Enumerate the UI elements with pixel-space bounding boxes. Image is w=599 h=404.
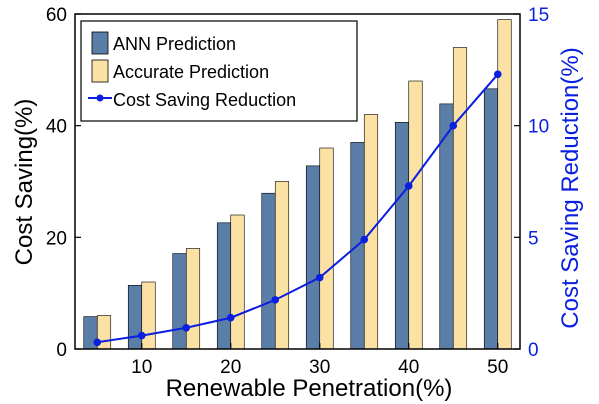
legend-label-ann: ANN Prediction xyxy=(113,34,236,54)
point-cost-saving-reduction-10 xyxy=(137,331,146,340)
x-tick-label-50: 50 xyxy=(487,357,508,378)
axes-layer: 0 20 40 60 0 5 10 15 10 20 30 40 50 xyxy=(46,5,549,378)
point-cost-saving-reduction-50 xyxy=(493,70,502,79)
bar-accurate-10 xyxy=(141,281,156,350)
line-layer xyxy=(93,70,502,347)
y2-axis-label: Cost Saving Reduction(%) xyxy=(557,47,584,328)
legend-label-accurate: Accurate Prediction xyxy=(113,62,269,82)
point-cost-saving-reduction-35 xyxy=(360,235,369,244)
legend-swatch-accurate xyxy=(91,59,109,83)
point-cost-saving-reduction-45 xyxy=(449,121,458,130)
bar-ann-15 xyxy=(172,253,187,350)
legend-swatch-ann xyxy=(91,31,109,55)
bars-layer xyxy=(83,19,512,350)
point-cost-saving-reduction-5 xyxy=(93,338,102,347)
bar-ann-20 xyxy=(216,222,232,350)
y-tick-label-0: 0 xyxy=(56,340,67,361)
bar-accurate-25 xyxy=(274,181,290,350)
legend-label-line: Cost Saving Reduction xyxy=(113,90,296,110)
x-tick-label-30: 30 xyxy=(309,357,330,378)
plot-frame xyxy=(74,13,521,350)
point-cost-saving-reduction-30 xyxy=(315,273,324,282)
point-cost-saving-reduction-25 xyxy=(271,296,280,304)
legend-swatch-marker xyxy=(96,94,104,102)
bar-accurate-15 xyxy=(185,248,201,350)
bar-ann-30 xyxy=(305,165,321,350)
bar-accurate-20 xyxy=(230,214,245,350)
y-axis-label: Cost Saving(%) xyxy=(11,99,38,266)
line-cost-saving-reduction xyxy=(97,73,499,344)
bar-accurate-30 xyxy=(319,147,334,350)
point-cost-saving-reduction-20 xyxy=(226,313,235,322)
bar-ann-50 xyxy=(483,88,499,350)
point-cost-saving-reduction-40 xyxy=(404,182,413,190)
bar-accurate-45 xyxy=(452,47,468,350)
y2-tick-label-10: 10 xyxy=(528,117,549,138)
legend: ANN Prediction Accurate Prediction Cost … xyxy=(80,20,358,122)
y2-tick-label-5: 5 xyxy=(528,228,539,249)
bar-ann-25 xyxy=(261,192,276,350)
x-tick-label-10: 10 xyxy=(131,357,152,378)
y-tick-label-20: 20 xyxy=(46,228,67,249)
bar-accurate-50 xyxy=(497,19,512,350)
bar-accurate-40 xyxy=(408,80,423,350)
x-tick-label-40: 40 xyxy=(398,357,419,378)
y2-tick-label-0: 0 xyxy=(528,340,539,361)
y2-tick-label-15: 15 xyxy=(528,5,549,26)
y-tick-label-40: 40 xyxy=(46,117,67,138)
legend-box xyxy=(80,20,358,122)
x-tick-label-20: 20 xyxy=(220,357,241,378)
y-tick-label-60: 60 xyxy=(46,5,67,26)
x-axis-label: Renewable Penetration(%) xyxy=(166,375,453,402)
bar-ann-10 xyxy=(127,285,143,350)
bar-ann-40 xyxy=(394,122,410,350)
point-cost-saving-reduction-15 xyxy=(182,323,191,332)
